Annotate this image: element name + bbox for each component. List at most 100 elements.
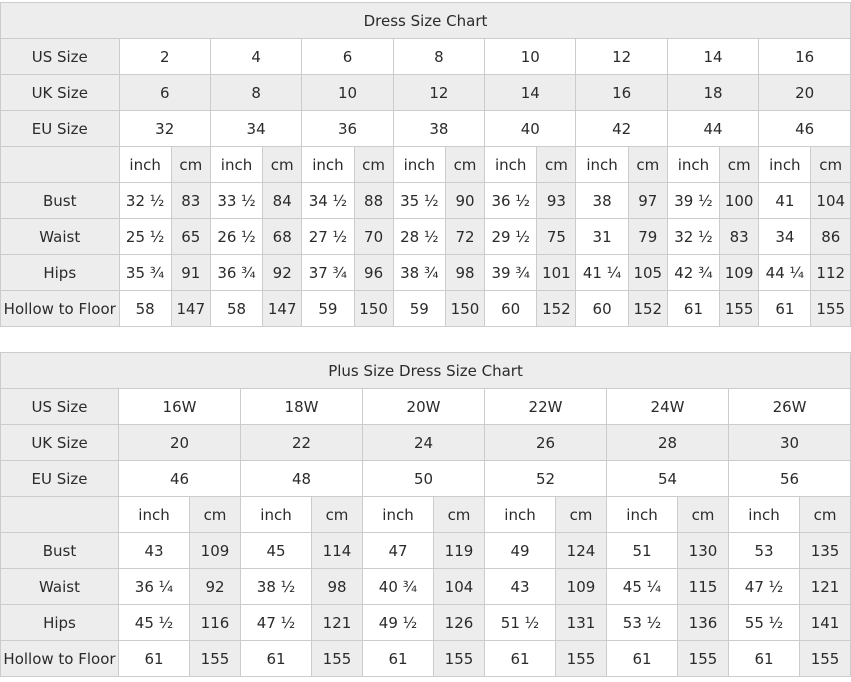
measure-inch-cell: 36 ¼ xyxy=(118,568,190,605)
measure-cm-cell: 70 xyxy=(353,218,394,255)
cm-unit-label: cm xyxy=(189,496,241,533)
measure-cm-cell: 86 xyxy=(810,218,851,255)
size-cell: 14 xyxy=(666,38,760,75)
size-cell: 2 xyxy=(118,38,211,75)
inch-unit-label: inch xyxy=(484,496,556,533)
measure-cm-cell: 104 xyxy=(810,182,851,219)
measure-cm-cell: 101 xyxy=(536,254,577,291)
size-row: US Size 2 4 6 8 10 12 14 16 xyxy=(0,38,851,75)
measure-cm-cell: 147 xyxy=(262,290,303,327)
size-cell: 16 xyxy=(575,74,668,111)
size-cell: 26W xyxy=(727,388,851,425)
measure-inch-cell: 38 xyxy=(575,182,629,219)
size-cell: 50 xyxy=(362,460,485,497)
measure-inch-cell: 38 ½ xyxy=(240,568,312,605)
measure-cm-cell: 96 xyxy=(353,254,394,291)
inch-unit-label: inch xyxy=(118,146,172,183)
size-cell: 30 xyxy=(727,424,851,461)
size-cell: 22 xyxy=(240,424,363,461)
size-cell: 24 xyxy=(362,424,485,461)
measure-inch-cell: 61 xyxy=(758,290,812,327)
measure-inch-cell: 32 ½ xyxy=(118,182,172,219)
size-cell: 48 xyxy=(240,460,363,497)
measure-cm-cell: 112 xyxy=(810,254,851,291)
measure-cm-cell: 130 xyxy=(677,532,729,569)
measure-inch-cell: 34 ½ xyxy=(301,182,355,219)
measure-inch-cell: 61 xyxy=(728,640,800,677)
measure-inch-cell: 25 ½ xyxy=(118,218,172,255)
measure-inch-cell: 34 xyxy=(758,218,812,255)
size-cell: 54 xyxy=(606,460,729,497)
measure-inch-cell: 60 xyxy=(575,290,629,327)
measurement-row: Waist 36 ¼ 92 38 ½ 98 40 ¾ 104 43 109 45 ¼ 115 47 ½… xyxy=(0,568,851,605)
unit-row-label xyxy=(0,496,119,533)
cm-unit-label: cm xyxy=(353,146,394,183)
measure-inch-cell: 61 xyxy=(484,640,556,677)
cm-unit-label: cm xyxy=(311,496,363,533)
size-cell: 20 xyxy=(758,74,851,111)
size-cell: 16 xyxy=(758,38,851,75)
measurement-row: Bust 43 109 45 114 47 119 49 124 51 130 53 135 xyxy=(0,532,851,569)
size-cell: 40 xyxy=(484,110,577,147)
plus-size-dress-size-chart: Plus Size Dress Size Chart US Size 16W 18W 2… xyxy=(0,352,851,677)
measure-cm-cell: 147 xyxy=(170,290,211,327)
measure-cm-cell: 83 xyxy=(170,182,211,219)
size-cell: 14 xyxy=(484,74,577,111)
measure-cm-cell: 155 xyxy=(798,640,851,677)
measure-cm-cell: 131 xyxy=(555,604,607,641)
measure-cm-cell: 98 xyxy=(311,568,363,605)
measure-cm-cell: 155 xyxy=(555,640,607,677)
size-cell: 8 xyxy=(209,74,303,111)
measure-inch-cell: 39 ¾ xyxy=(484,254,538,291)
cm-unit-label: cm xyxy=(444,146,486,183)
measure-inch-cell: 61 xyxy=(666,290,721,327)
cm-unit-label: cm xyxy=(433,496,485,533)
measure-inch-cell: 47 xyxy=(362,532,434,569)
measure-inch-cell: 43 xyxy=(484,568,556,605)
measure-cm-cell: 114 xyxy=(311,532,363,569)
size-cell: 46 xyxy=(758,110,851,147)
size-cell: 6 xyxy=(301,38,394,75)
measure-inch-cell: 41 ¼ xyxy=(575,254,629,291)
measure-cm-cell: 152 xyxy=(536,290,577,327)
size-row: UK Size 20 22 24 26 28 30 xyxy=(0,424,851,461)
measure-cm-cell: 155 xyxy=(719,290,760,327)
measure-inch-cell: 61 xyxy=(606,640,678,677)
table-title-row: Dress Size Chart xyxy=(0,2,851,39)
size-cell: 24W xyxy=(606,388,729,425)
row-label: Hollow to Floor xyxy=(0,290,120,327)
dress-size-chart: Dress Size Chart US Size 2 4 6 8 10 12 14 16 UK Si… xyxy=(0,2,851,327)
measure-inch-cell: 39 ½ xyxy=(666,182,721,219)
measure-inch-cell: 26 ½ xyxy=(209,218,264,255)
table-title: Plus Size Dress Size Chart xyxy=(0,352,851,389)
row-label: Bust xyxy=(0,182,120,219)
size-row: UK Size 6 8 10 12 14 16 18 20 xyxy=(0,74,851,111)
measure-inch-cell: 47 ½ xyxy=(728,568,800,605)
size-cell: 18 xyxy=(666,74,760,111)
measure-inch-cell: 31 xyxy=(575,218,629,255)
measure-cm-cell: 155 xyxy=(433,640,485,677)
size-cell: 44 xyxy=(666,110,760,147)
measurement-row: Waist 25 ½ 65 26 ½ 68 27 ½ 70 28 ½ 72 29 ½ 75 31 79 3… xyxy=(0,218,851,255)
inch-unit-label: inch xyxy=(301,146,355,183)
measure-inch-cell: 58 xyxy=(209,290,264,327)
inch-unit-label: inch xyxy=(606,496,678,533)
measure-inch-cell: 43 xyxy=(118,532,190,569)
size-cell: 38 xyxy=(392,110,486,147)
size-cell: 10 xyxy=(484,38,577,75)
cm-unit-label: cm xyxy=(555,496,607,533)
inch-unit-label: inch xyxy=(484,146,538,183)
measurement-row: Hips 45 ½ 116 47 ½ 121 49 ½ 126 51 ½ 131 53 ½ 136 5… xyxy=(0,604,851,641)
measure-inch-cell: 61 xyxy=(118,640,190,677)
measure-cm-cell: 155 xyxy=(677,640,729,677)
size-row: EU Size 46 48 50 52 54 56 xyxy=(0,460,851,497)
row-label: Hollow to Floor xyxy=(0,640,119,677)
size-cell: 52 xyxy=(484,460,607,497)
measure-inch-cell: 36 ½ xyxy=(484,182,538,219)
measure-inch-cell: 45 ½ xyxy=(118,604,190,641)
inch-unit-label: inch xyxy=(575,146,629,183)
measure-cm-cell: 92 xyxy=(262,254,303,291)
measure-inch-cell: 49 xyxy=(484,532,556,569)
